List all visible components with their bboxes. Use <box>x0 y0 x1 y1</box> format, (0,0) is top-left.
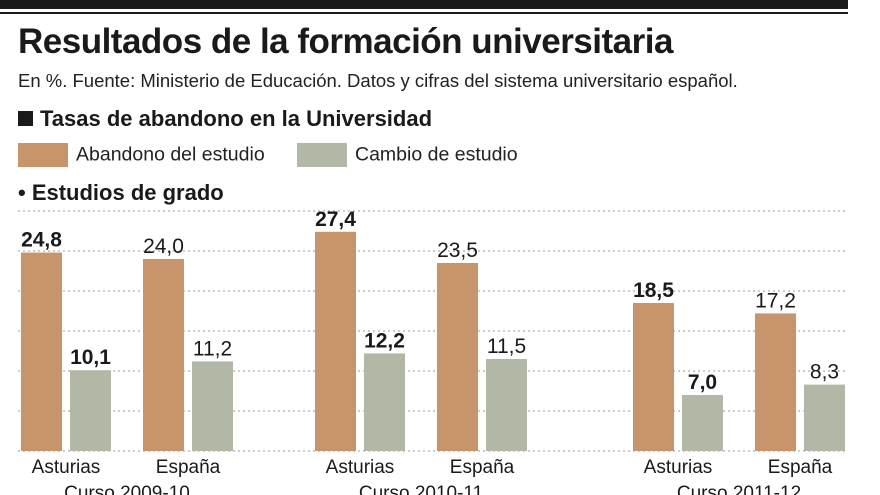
bar-value-label: 8,3 <box>810 361 839 384</box>
bar-cambio-asturias <box>70 370 111 451</box>
legend-item-cambio: Cambio de estudio <box>297 143 518 169</box>
region-label: España <box>450 457 515 478</box>
subsection-heading: • Estudios de grado <box>18 180 224 205</box>
course-label: Curso 2009-10 <box>64 483 190 495</box>
bar-cambio-espana <box>804 384 845 451</box>
bar-abandono-asturias <box>633 303 674 451</box>
bar-value-label: 27,4 <box>315 208 356 231</box>
region-label: España <box>156 457 221 478</box>
section-heading-text: Tasas de abandono en la Universidad <box>40 106 433 131</box>
legend-label-cambio: Cambio de estudio <box>355 143 518 166</box>
bar-value-label: 11,5 <box>487 335 526 358</box>
bar-value-label: 18,5 <box>633 279 674 302</box>
bar-cambio-espana <box>486 359 527 451</box>
bar-abandono-asturias <box>315 231 356 451</box>
bar-value-label: 24,8 <box>21 229 62 252</box>
bar-value-label: 12,2 <box>364 329 405 352</box>
page-title: Resultados de la formación universitaria <box>18 22 673 61</box>
page-subtitle: En %. Fuente: Ministerio de Educación. D… <box>18 70 738 91</box>
top-rule-thick <box>0 0 848 9</box>
legend-item-abandono: Abandono del estudio <box>18 143 265 169</box>
legend-swatch-abandono <box>18 143 68 167</box>
bar-cambio-espana <box>192 361 233 451</box>
legend-swatch-cambio <box>297 143 347 167</box>
bar-value-label: 17,2 <box>755 289 796 312</box>
bar-value-label: 10,1 <box>70 346 111 369</box>
bar-cambio-asturias <box>364 353 405 451</box>
bar-abandono-espana <box>755 313 796 451</box>
legend-label-abandono: Abandono del estudio <box>76 143 265 166</box>
bar-value-label: 7,0 <box>688 371 717 394</box>
course-label: Curso 2010-11 <box>359 483 483 495</box>
region-label: España <box>768 457 833 478</box>
region-label: Asturias <box>32 457 101 478</box>
square-bullet-icon <box>18 111 33 126</box>
region-label: Asturias <box>326 457 395 478</box>
course-label: Curso 2011-12 <box>677 483 801 495</box>
bar-abandono-espana <box>437 263 478 451</box>
bar-abandono-espana <box>143 259 184 451</box>
bar-abandono-asturias <box>21 252 62 451</box>
bar-value-label: 24,0 <box>143 235 184 258</box>
bar-value-label: 23,5 <box>437 239 478 262</box>
bar-cambio-asturias <box>682 395 723 451</box>
bar-value-label: 11,2 <box>193 337 232 360</box>
top-rule-thin <box>0 12 848 14</box>
region-label: Asturias <box>644 457 713 478</box>
section-heading: Tasas de abandono en la Universidad <box>18 106 432 132</box>
